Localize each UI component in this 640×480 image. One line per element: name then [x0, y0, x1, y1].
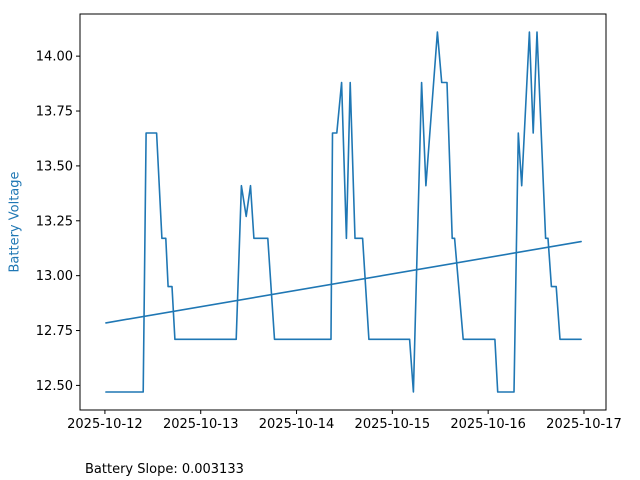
x-tick-label: 2025-10-12: [67, 417, 143, 432]
axes-spines: [79, 13, 607, 411]
y-tick-label: 13.75: [36, 105, 73, 120]
y-tick-label: 13.25: [36, 214, 73, 229]
x-tick-label: 2025-10-16: [450, 417, 526, 432]
trend-line-line: [105, 240, 582, 324]
battery-voltage-line: [105, 31, 582, 393]
y-tick-label: 13.00: [36, 269, 73, 284]
stats-annotations: Battery Slope: 0.003133 Battery Min: 12.…: [85, 426, 357, 480]
y-tick-label: 12.75: [36, 324, 73, 339]
y-axis-label: Battery Voltage: [7, 171, 23, 273]
x-tick-label: 2025-10-14: [259, 417, 335, 432]
x-tick-label: 2025-10-15: [355, 417, 431, 432]
x-tick-label: 2025-10-17: [546, 417, 622, 432]
slope-annotation: Battery Slope: 0.003133: [85, 462, 244, 477]
y-tick-label: 12.50: [36, 379, 73, 394]
x-tick-label: 2025-10-13: [163, 417, 239, 432]
y-tick-label: 14.00: [36, 50, 73, 65]
y-tick-label: 13.50: [36, 159, 73, 174]
